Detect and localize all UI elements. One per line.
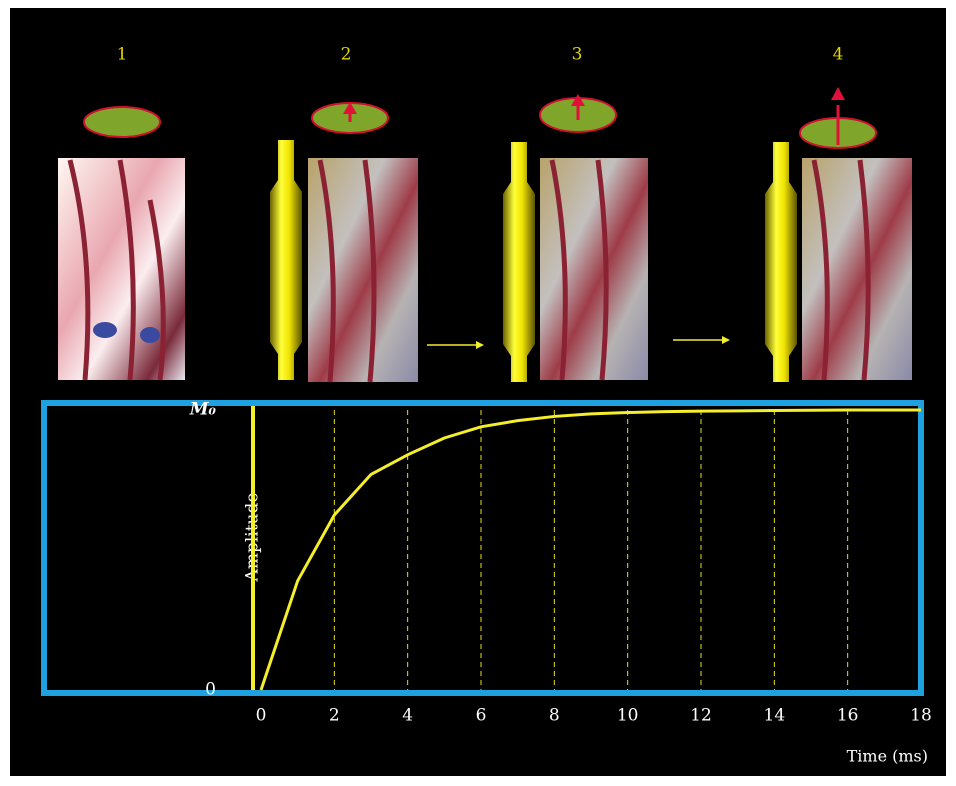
background: [10, 8, 946, 776]
panel-illustration: [58, 106, 185, 381]
panel-illustration: [270, 102, 484, 383]
panel-label: 1: [117, 45, 128, 65]
panel-illustration: [503, 94, 730, 382]
x-tick-label: 10: [617, 706, 639, 726]
x-tick-label: 6: [476, 706, 487, 726]
panel-label: 3: [572, 45, 583, 65]
x-tick-label: 2: [329, 706, 340, 726]
x-tick-label: 8: [549, 706, 560, 726]
x-tick-label: 12: [690, 706, 712, 726]
panel-illustration: [765, 87, 912, 382]
plot-frame: [41, 400, 924, 696]
x-tick-label: 14: [764, 706, 786, 726]
y-tick-label: 0: [205, 680, 216, 700]
y-tick-label: M₀: [189, 400, 217, 420]
x-tick-label: 16: [837, 706, 859, 726]
x-tick-label: 4: [402, 706, 413, 726]
panel-label: 4: [833, 45, 844, 65]
x-axis-label: Time (ms): [847, 747, 928, 766]
panel-label: 2: [341, 45, 352, 65]
data-line: [259, 408, 921, 691]
x-tick-label: 18: [910, 706, 932, 726]
x-tick-label: 0: [256, 706, 267, 726]
